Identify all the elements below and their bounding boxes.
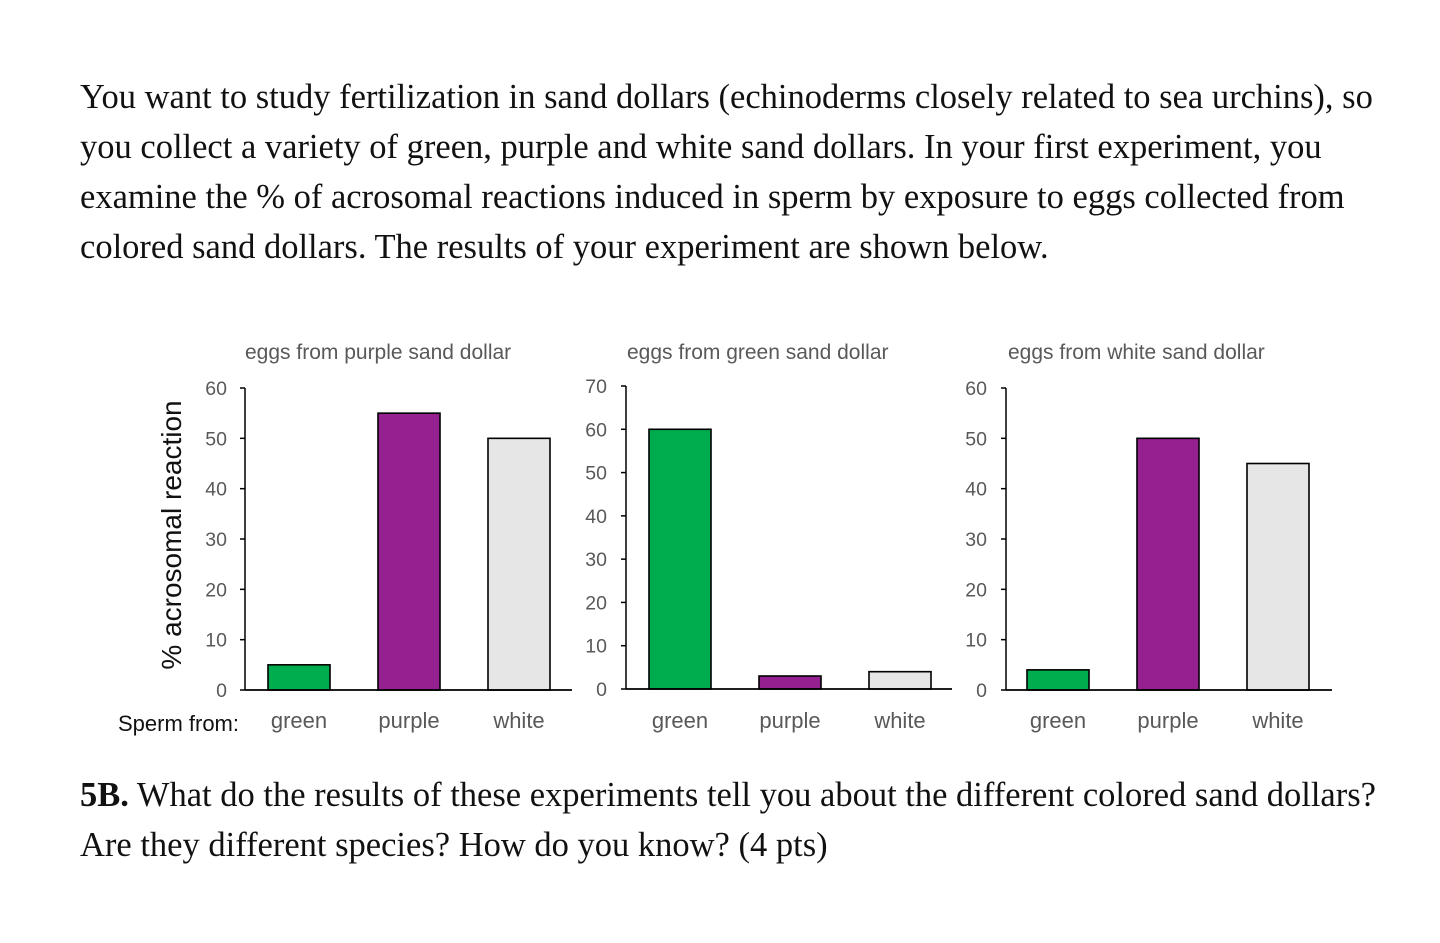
y-tick-label: 50 <box>205 428 227 450</box>
y-tick-label: 10 <box>585 636 607 658</box>
bar-purple <box>758 675 822 690</box>
y-tick-label: 30 <box>965 529 987 551</box>
x-tick-label-purple: purple <box>759 708 820 733</box>
bar-green <box>1026 669 1090 691</box>
y-tick-label: 40 <box>965 479 987 501</box>
chart-title-1: eggs from purple sand dollar <box>245 341 511 364</box>
y-tick-label: 0 <box>216 680 227 702</box>
x-tick-label-purple: purple <box>1137 708 1198 733</box>
y-tick-label: 60 <box>965 378 987 400</box>
bar-purple <box>377 412 441 691</box>
y-tick-label: 50 <box>585 463 607 485</box>
y-tick-label: 0 <box>976 680 987 702</box>
question-number: 5B. <box>80 776 129 814</box>
question-paragraph: 5B. What do the results of these experim… <box>80 770 1380 870</box>
y-tick-label: 0 <box>596 679 607 701</box>
y-tick-label: 20 <box>965 579 987 601</box>
x-tick-label-green: green <box>271 708 327 733</box>
question-text: What do the results of these experiments… <box>80 776 1376 864</box>
bar-green <box>267 664 331 691</box>
chart-title-3: eggs from white sand dollar <box>1008 341 1265 364</box>
bar-purple <box>1136 437 1200 691</box>
y-tick-label: 40 <box>585 506 607 528</box>
x-tick-label-white: white <box>873 708 925 733</box>
y-tick-label: 60 <box>585 419 607 441</box>
x-tick-label-green: green <box>652 708 708 733</box>
bar-white <box>1246 462 1310 691</box>
x-tick-label-green: green <box>1030 708 1086 733</box>
y-axis-label: % acrosomal reaction <box>156 400 187 669</box>
bar-white <box>487 437 551 691</box>
y-tick-label: 70 <box>585 376 607 398</box>
y-tick-label: 30 <box>205 529 227 551</box>
y-tick-label: 50 <box>965 428 987 450</box>
x-tick-label-purple: purple <box>378 708 439 733</box>
y-tick-label: 20 <box>205 579 227 601</box>
bar-white <box>868 670 932 690</box>
y-tick-label: 30 <box>585 549 607 571</box>
x-axis-label: Sperm from: <box>118 711 239 736</box>
chart-title-2: eggs from green sand dollar <box>627 341 889 364</box>
intro-paragraph: You want to study fertilization in sand … <box>80 78 1373 266</box>
x-tick-label-white: white <box>492 708 544 733</box>
y-tick-label: 20 <box>585 592 607 614</box>
bar-green <box>648 428 712 690</box>
y-tick-label: 60 <box>205 378 227 400</box>
x-tick-label-white: white <box>1251 708 1303 733</box>
y-tick-label: 10 <box>205 630 227 652</box>
y-tick-label: 40 <box>205 479 227 501</box>
y-tick-label: 10 <box>965 630 987 652</box>
